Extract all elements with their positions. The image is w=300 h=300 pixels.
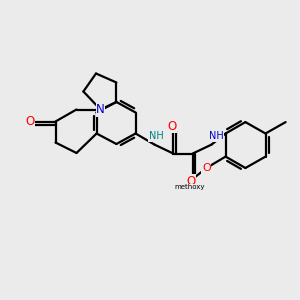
Text: O: O [187, 175, 196, 188]
Text: methoxy: methoxy [175, 184, 205, 190]
Text: NH: NH [208, 131, 224, 141]
Text: O: O [202, 163, 211, 173]
Text: O: O [167, 119, 176, 133]
Text: O: O [26, 115, 34, 128]
Text: N: N [96, 103, 105, 116]
Text: NH: NH [148, 131, 164, 141]
